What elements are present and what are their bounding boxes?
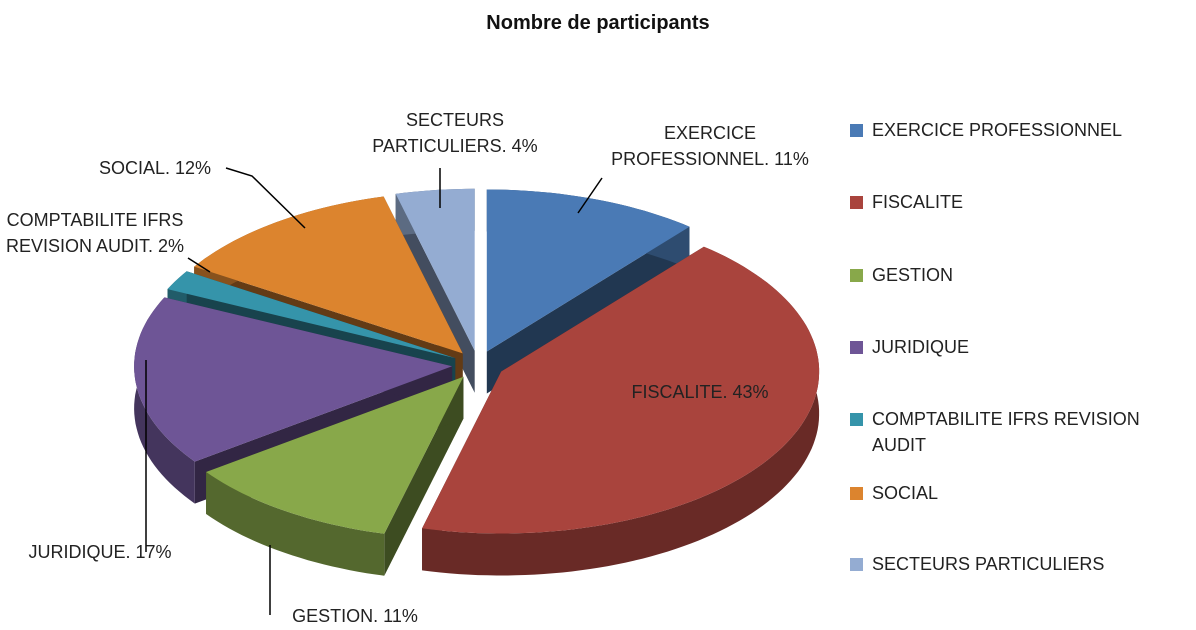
slice-side <box>422 246 820 576</box>
legend-swatch <box>850 124 863 137</box>
legend-swatch <box>850 487 863 500</box>
slice-wall <box>384 376 464 576</box>
slice-top <box>194 196 463 354</box>
slice-top <box>395 188 475 351</box>
slice-top <box>134 297 453 462</box>
data-label: JURIDIQUE. 17% <box>28 542 172 562</box>
slice-top <box>206 376 464 534</box>
slice-top <box>422 246 820 534</box>
legend-swatch <box>850 558 863 571</box>
slice <box>422 246 820 576</box>
legend-swatch <box>850 413 863 426</box>
leader-line <box>577 177 603 214</box>
data-label: COMPTABILITE IFRS REVISION AUDIT. 2% <box>5 210 185 256</box>
leader-line <box>187 257 211 273</box>
legend-label: SOCIAL <box>872 483 939 503</box>
legend-swatch <box>850 196 863 209</box>
data-label: GESTION. 11% <box>292 606 418 626</box>
chart-title: Nombre de participants <box>486 12 710 34</box>
slice-top <box>167 271 456 359</box>
data-label: SOCIAL. 12% <box>98 158 212 178</box>
legend-label: JURIDIQUE <box>872 337 970 357</box>
legend-swatch <box>850 341 863 354</box>
data-label: EXERCICE PROFESSIONNEL. 11% <box>611 123 809 169</box>
data-label: FISCALITE. 43% <box>631 382 769 402</box>
legend-label: GESTION <box>872 265 954 285</box>
legend-label: EXERCICE PROFESSIONNEL <box>872 120 1123 140</box>
legend-label: COMPTABILITE IFRS REVISION AUDIT <box>872 409 1140 455</box>
legend-label: FISCALITE <box>872 192 964 212</box>
slice-side <box>206 472 385 576</box>
leader-line <box>225 167 306 229</box>
slice <box>206 376 464 576</box>
slice-top <box>486 189 690 352</box>
legend-label: SECTEURS PARTICULIERS <box>872 554 1105 574</box>
data-label: SECTEURS PARTICULIERS. 4% <box>372 110 538 156</box>
legend-swatch <box>850 269 863 282</box>
